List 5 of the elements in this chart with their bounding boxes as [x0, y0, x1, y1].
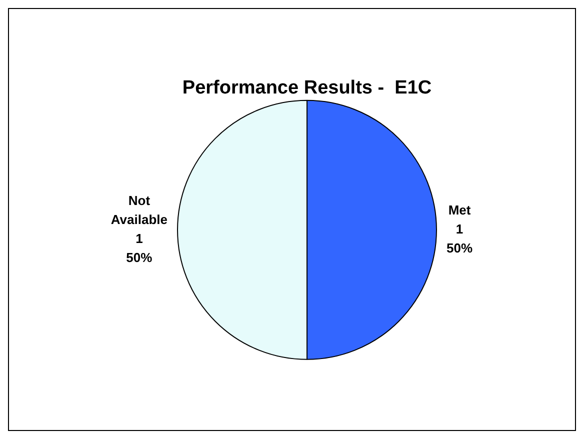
data-label: 1 50%: [126, 230, 153, 265]
data-label: 1 50%: [446, 221, 473, 256]
chart-title: Performance Results - E1C: [182, 78, 432, 99]
slice-label: Not Available: [110, 192, 168, 227]
slice-label: Met: [448, 202, 472, 218]
